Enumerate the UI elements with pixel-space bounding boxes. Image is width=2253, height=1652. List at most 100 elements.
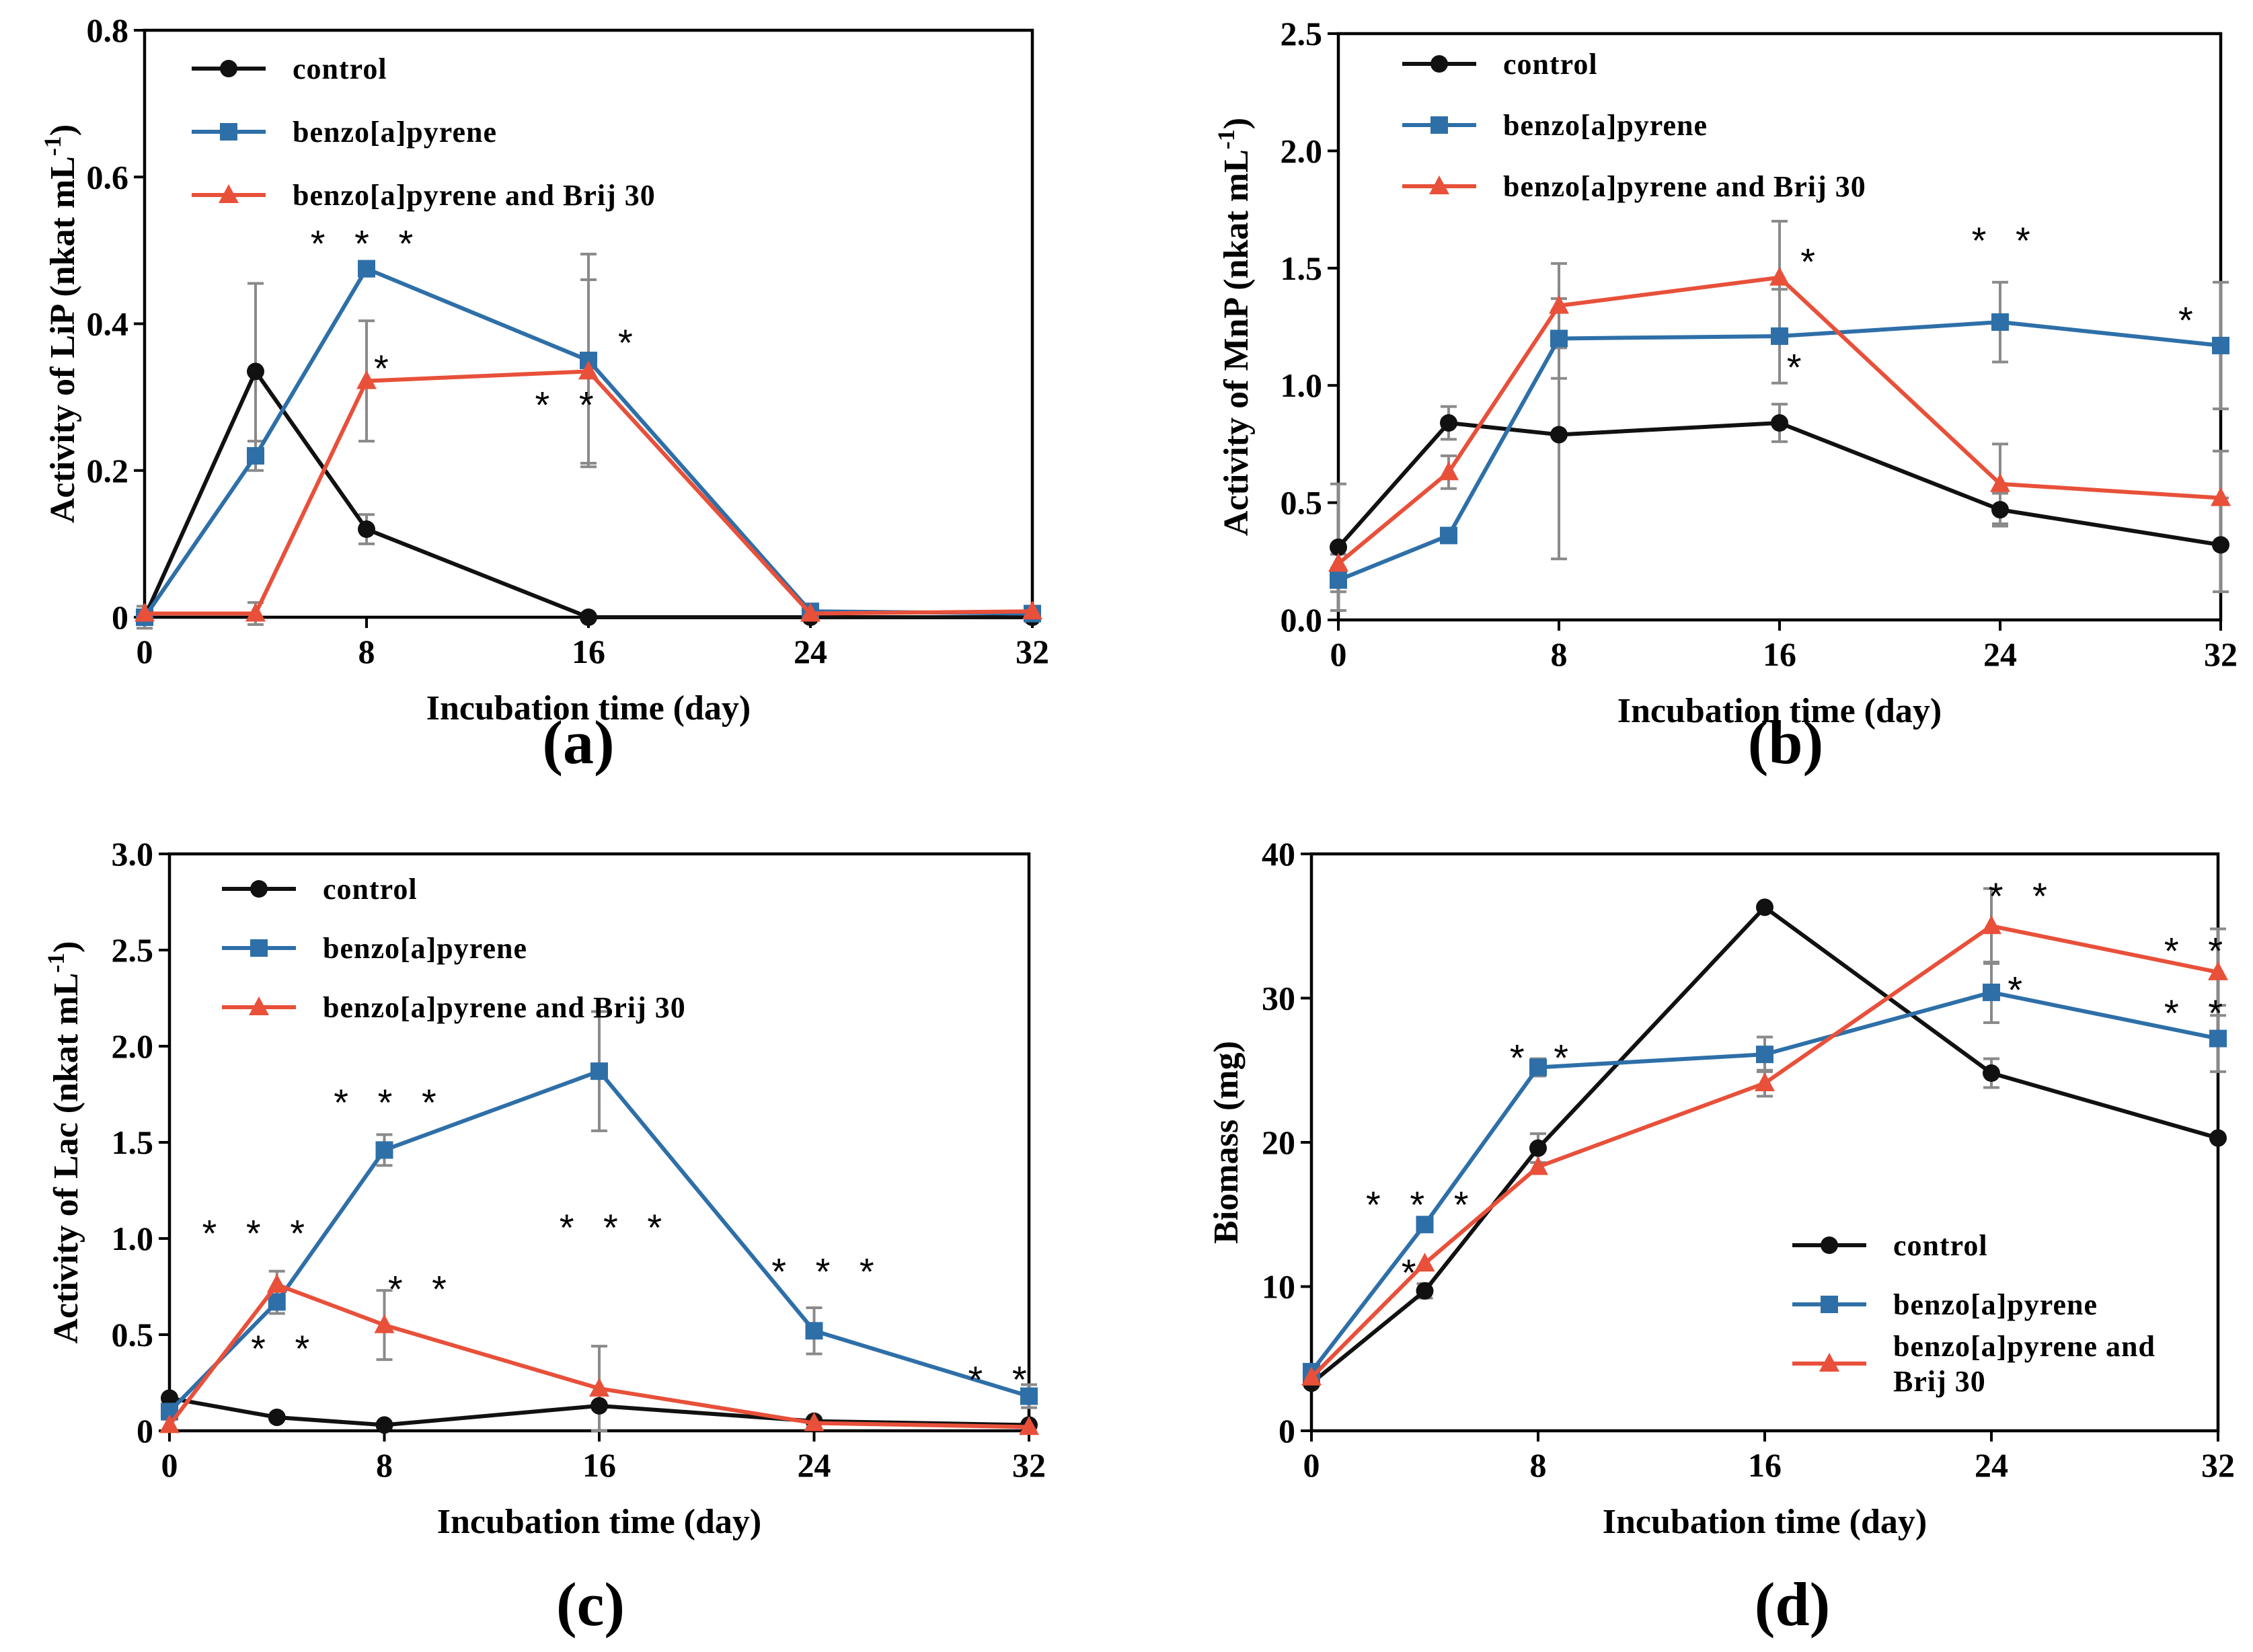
legend-marker	[250, 880, 268, 898]
y-tick-label: 1.5	[112, 1124, 154, 1161]
x-tick-label: 32	[2204, 635, 2238, 673]
significance-marker: * *	[1510, 1036, 1578, 1078]
data-point	[590, 1397, 608, 1415]
data-point	[1529, 1058, 1547, 1076]
significance-marker: *	[618, 321, 642, 364]
data-point	[1330, 571, 1347, 589]
series-line-1	[1337, 320, 2221, 582]
y-tick-label: 2.0	[112, 1027, 154, 1065]
data-point	[590, 1062, 608, 1080]
legend: control benzo[a]pyrene benzo[a]pyrene and …	[192, 52, 655, 212]
legend: control benzo[a]pyrene benzo[a]pyrene and …	[1402, 48, 1866, 203]
x-tick-label: 8	[358, 633, 375, 670]
data-point	[374, 1314, 395, 1333]
data-point	[1550, 329, 1568, 348]
significance-marker: *	[2178, 299, 2203, 342]
x-tick-label: 24	[794, 633, 827, 670]
data-point	[1756, 1046, 1773, 1064]
data-point	[1020, 1387, 1038, 1405]
x-tick-label: 24	[798, 1446, 831, 1484]
x-tick-label: 0	[161, 1446, 178, 1484]
significance-marker: * * *	[1366, 1183, 1478, 1226]
data-point	[2208, 961, 2228, 980]
y-tick-label: 1.0	[112, 1220, 154, 1257]
legend-marker	[219, 184, 239, 203]
significance-marker: *	[374, 347, 398, 389]
y-tick-label: 2.5	[1281, 15, 1323, 52]
y-axis-label: Activity of LiP (nkat mL-1)	[39, 124, 82, 523]
data-point	[247, 446, 264, 465]
legend-label: benzo[a]pyrene	[1503, 109, 1708, 142]
data-point	[1755, 1072, 1775, 1092]
legend-marker	[1429, 175, 1449, 194]
data-point	[1990, 473, 2010, 492]
data-point	[580, 608, 597, 626]
legend-marker	[1430, 116, 1448, 134]
y-tick-label: 0	[112, 598, 128, 636]
series-line-2	[167, 1282, 1030, 1429]
y-tick-label: 0.6	[87, 158, 129, 196]
data-point	[1991, 313, 2009, 331]
y-tick-label: 0.5	[1281, 484, 1323, 522]
x-tick-label: 24	[1983, 635, 2017, 673]
series-line-2	[145, 369, 1033, 616]
data-point	[804, 1412, 825, 1431]
y-axis-label: Biomass (mg)	[1207, 1041, 1246, 1244]
legend-marker	[249, 996, 269, 1015]
series-line-2	[1337, 275, 2221, 565]
legend-label: benzo[a]pyrene and Brij 30	[1893, 1330, 2155, 1398]
legend-label: control	[1893, 1229, 1988, 1262]
data-point	[578, 360, 599, 380]
series-line-0	[143, 369, 1032, 619]
significance-marker: *	[1402, 1251, 1426, 1294]
data-point	[1983, 983, 2000, 1001]
data-point	[375, 1141, 393, 1159]
x-tick-label: 16	[582, 1446, 616, 1484]
data-point	[1416, 1216, 1434, 1234]
y-tick-label: 0.8	[87, 11, 129, 49]
data-point	[1440, 414, 1457, 432]
significance-marker: * * *	[202, 1212, 315, 1254]
data-point	[161, 1389, 178, 1407]
y-tick-label: 0.4	[87, 305, 129, 343]
significance-marker: * *	[535, 384, 603, 426]
data-point	[1991, 501, 2009, 519]
x-axis-label: Incubation time (day)	[426, 689, 751, 727]
significance-marker: * * *	[560, 1206, 672, 1249]
data-point	[1549, 294, 1569, 314]
legend-label: benzo[a]pyrene and Brij 30	[1503, 170, 1866, 203]
data-point	[1771, 414, 1788, 432]
y-tick-label: 0	[137, 1412, 153, 1450]
x-tick-label: 32	[1016, 633, 1049, 670]
data-point	[589, 1378, 609, 1397]
legend-label: benzo[a]pyrene	[1893, 1288, 2098, 1321]
legend-label: benzo[a]pyrene	[293, 116, 497, 149]
panel-0: 0 8 16 24 32 0 0.2 0.4 0.6 0.8 Incubation time (da…	[39, 11, 1049, 777]
y-tick-label: 0.0	[1281, 601, 1323, 639]
legend-label: benzo[a]pyrene	[323, 932, 527, 965]
significance-marker: * *	[968, 1358, 1036, 1401]
data-point	[1439, 461, 1459, 481]
data-point	[2211, 487, 2231, 506]
significance-marker: * *	[1972, 219, 2040, 262]
y-tick-label: 1.5	[1281, 249, 1323, 287]
data-point	[356, 370, 377, 389]
x-axis-label: Incubation time (day)	[1617, 692, 1942, 730]
data-point	[1440, 526, 1457, 545]
x-tick-label: 24	[1975, 1446, 2008, 1484]
significance-marker: * *	[1989, 875, 2057, 917]
x-tick-label: 0	[1303, 1446, 1320, 1484]
data-point	[2209, 1029, 2227, 1048]
data-point	[1416, 1282, 1434, 1300]
data-point	[358, 260, 375, 278]
data-point	[1983, 1064, 2000, 1083]
data-point	[247, 362, 264, 381]
data-point	[2209, 1129, 2227, 1147]
x-tick-label: 16	[572, 633, 605, 670]
data-point	[1022, 600, 1042, 620]
x-tick-label: 32	[1012, 1446, 1046, 1484]
legend-label: control	[1503, 48, 1598, 81]
data-point	[1756, 898, 1773, 916]
x-tick-label: 8	[376, 1446, 393, 1484]
